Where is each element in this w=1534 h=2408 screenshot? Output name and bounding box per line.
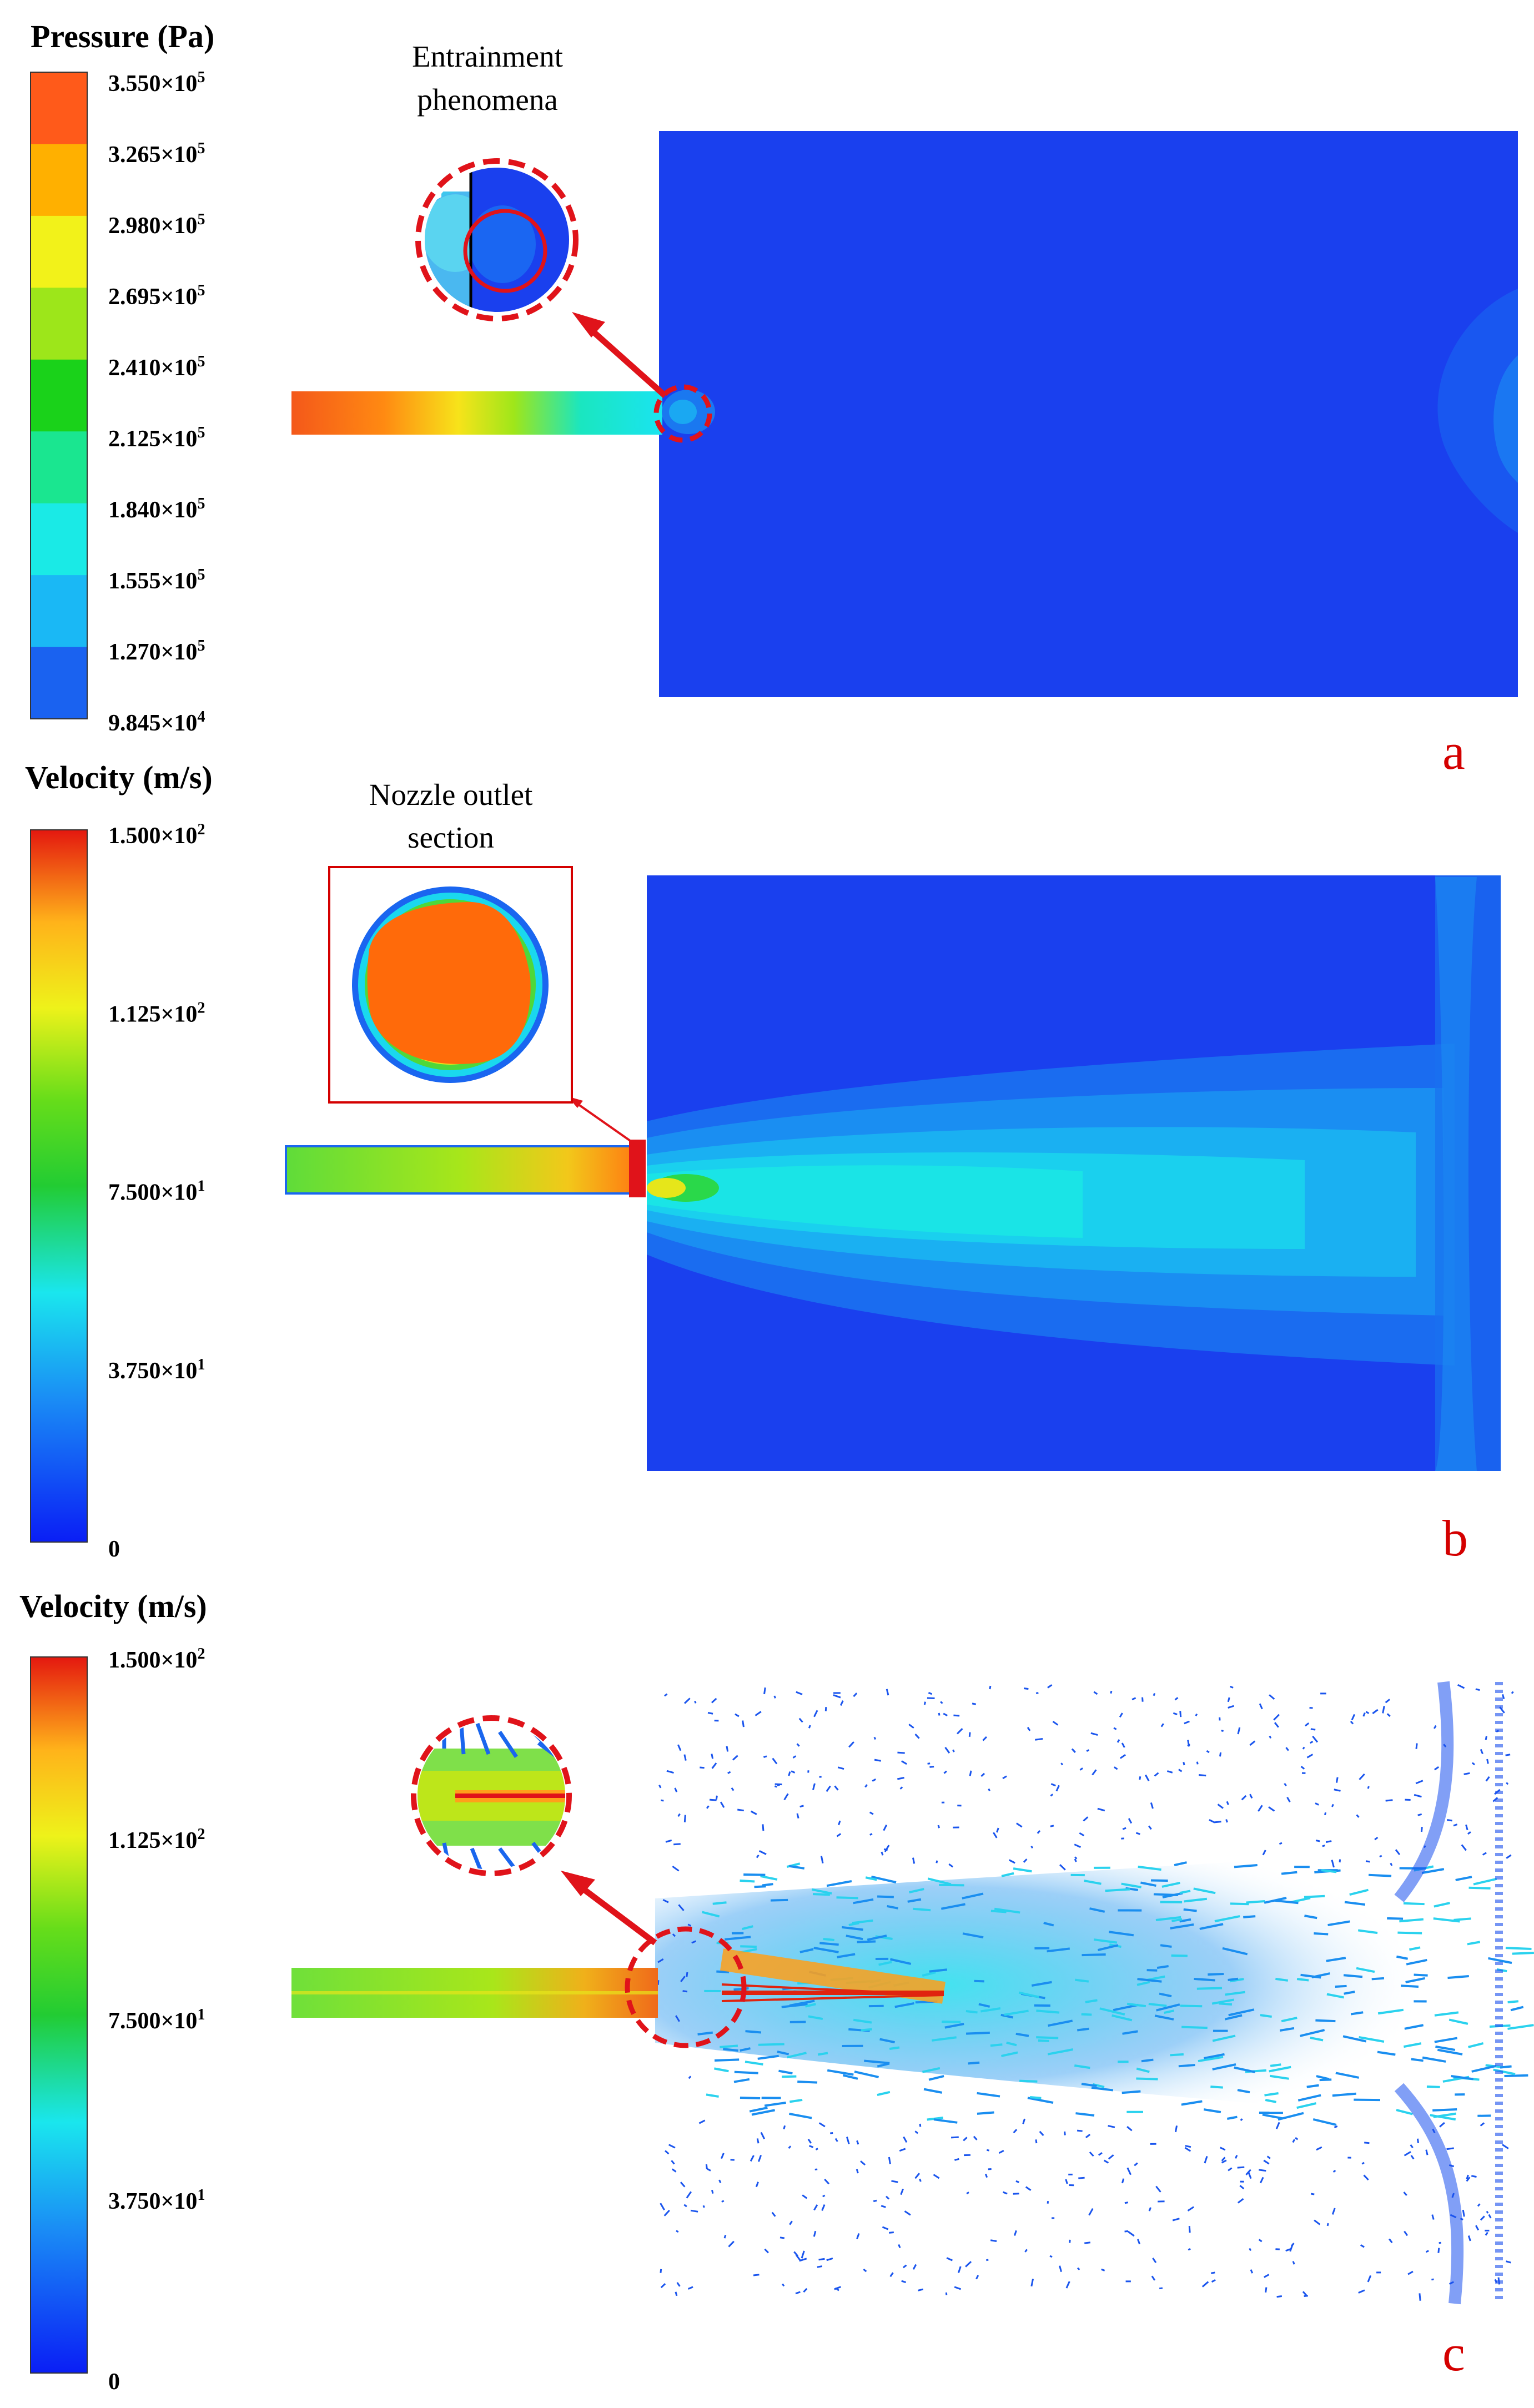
pressure-band [31, 144, 87, 216]
panel-a: Pressure (Pa) 3.550×105 3.265×105 2.980×10… [30, 18, 1518, 780]
velocity-c-tick-label: 1.500×102 [108, 1645, 205, 1673]
nozzle-caption-line2: section [408, 820, 494, 854]
nozzle-outlet-inset [328, 866, 573, 1104]
pressure-band [31, 215, 87, 288]
pressure-domain [659, 131, 1518, 697]
panel-c: Velocity (m/s) 1.500×102 1.125×102 7.500×1… [19, 1588, 1534, 2395]
velocity-c-tick-label: 0 [108, 2369, 120, 2395]
velocity-legend-title-b: Velocity (m/s) [25, 759, 213, 795]
pressure-band [31, 72, 87, 144]
pressure-tick-label: 3.265×105 [108, 140, 205, 168]
pressure-tick-label: 2.125×105 [108, 424, 205, 452]
entrainment-inset [415, 158, 579, 321]
velocity-colorbar-ticks-c: 1.500×102 1.125×102 7.500×101 3.750×101 0 [108, 1645, 205, 2395]
velocity-c-tick-label: 1.125×102 [108, 1826, 205, 1853]
velocity-legend-title-c: Velocity (m/s) [19, 1588, 207, 1624]
vector-inset [411, 1715, 572, 1876]
pressure-colorbar-ticks: 3.550×105 3.265×105 2.980×105 2.695×105 2.41… [108, 69, 205, 736]
velocity-colorbar-b [31, 830, 87, 1542]
pressure-tick-label: 2.410×105 [108, 353, 205, 381]
velocity-b-tick-label: 1.500×102 [108, 821, 205, 849]
pressure-tick-label: 1.555×105 [108, 566, 205, 594]
entrainment-caption-line1: Entrainment [412, 39, 563, 73]
vector-arrow [575, 1882, 657, 1946]
entrainment-arrow [586, 325, 667, 399]
pressure-tick-label: 2.695×105 [108, 282, 205, 310]
velocity-b-tick-label: 3.750×101 [108, 1356, 205, 1384]
pressure-colorbar [30, 72, 88, 719]
nozzle-outlet-arrow [570, 1098, 631, 1142]
panel-letter-a: a [1442, 723, 1465, 780]
pressure-band [31, 431, 87, 504]
pressure-tick-label: 3.550×105 [108, 69, 205, 97]
pressure-outlet-contour [1437, 289, 1518, 533]
velocity-b-tick-label: 0 [108, 1537, 120, 1562]
nozzle-outlet-marker [629, 1140, 646, 1197]
pressure-band [31, 503, 87, 576]
velocity-vector-field [655, 1681, 1534, 2305]
velocity-c-tick-label: 7.500×101 [108, 2006, 205, 2034]
velocity-b-tick-label: 7.500×101 [108, 1178, 205, 1206]
pressure-band [31, 288, 87, 360]
velocity-b-tick-label: 1.125×102 [108, 999, 205, 1027]
nozzle-caption-line1: Nozzle outlet [369, 778, 533, 812]
vector-marker-circle [625, 1926, 747, 2048]
velocity-nozzle-pipe [286, 1146, 638, 1193]
pressure-band [31, 647, 87, 719]
panel-b: Velocity (m/s) 1.500×102 1.125×102 7.500×1… [25, 759, 1501, 1566]
pressure-tick-label: 1.270×105 [108, 637, 205, 665]
entrainment-marker-circle [653, 384, 712, 443]
pressure-band [31, 575, 87, 648]
panel-letter-b: b [1442, 1510, 1468, 1566]
panel-letter-c: c [1442, 2325, 1465, 2381]
pressure-tick-label: 2.980×105 [108, 211, 205, 239]
pressure-tick-label: 9.845×104 [108, 708, 205, 736]
velocity-c-tick-label: 3.750×101 [108, 2187, 205, 2214]
entrainment-caption-line2: phenomena [417, 83, 558, 117]
pressure-band [31, 359, 87, 432]
velocity-colorbar-c [31, 1657, 87, 2373]
pressure-tick-label: 1.840×105 [108, 495, 205, 523]
pressure-nozzle-pipe [291, 391, 662, 435]
pressure-legend-title: Pressure (Pa) [31, 18, 214, 54]
velocity-colorbar-ticks-b: 1.500×102 1.125×102 7.500×101 3.750×101 0 [108, 821, 205, 1562]
